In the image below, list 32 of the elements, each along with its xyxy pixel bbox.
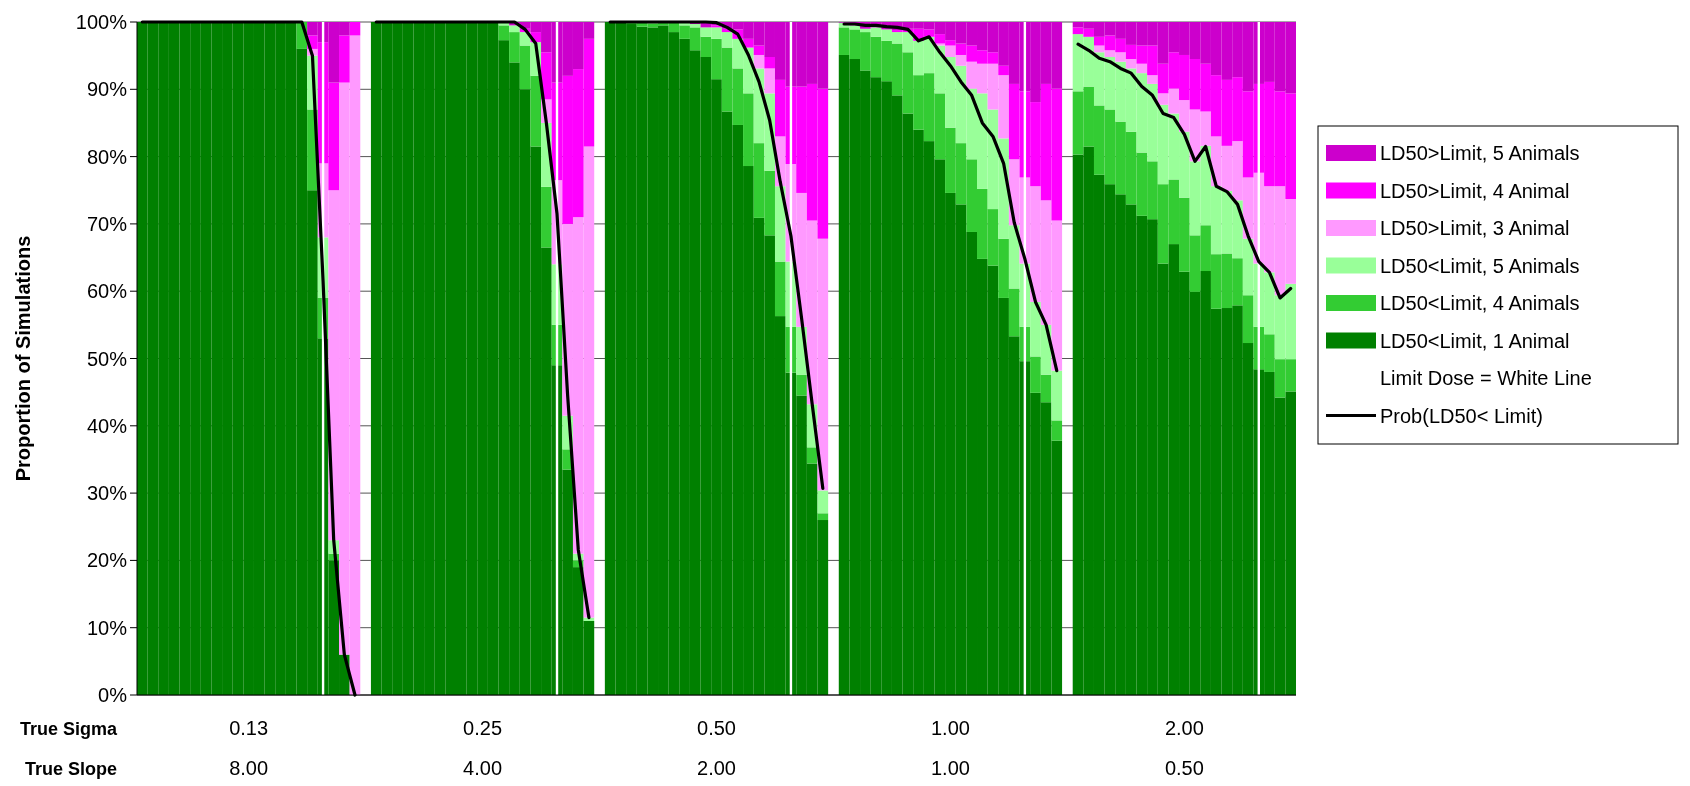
y-tick-label: 80% (86, 145, 128, 168)
legend-label: LD50<Limit, 5 Animals (1380, 254, 1580, 277)
y-tick-label: 0% (98, 684, 128, 706)
text: 0.50 (697, 717, 736, 739)
text: 2.00 (1164, 717, 1204, 739)
y-axis-title: Proportion of Simulations (12, 235, 34, 482)
legend-label: LD50<Limit, 4 Animals (1380, 292, 1580, 314)
y-tick-label: 20% (86, 549, 128, 572)
text: 4.00 (463, 757, 503, 779)
legend-label: Prob(LD50< Limit) (1380, 404, 1543, 427)
legend-label: LD50<Limit, 1 Animal (1380, 329, 1570, 352)
text: 1.00 (930, 717, 970, 739)
text: Limit Dose = White Line (1380, 367, 1592, 389)
y-tick-label: 90% (86, 78, 128, 101)
legend-label: LD50>Limit, 3 Animal (1380, 217, 1570, 239)
legend-label: LD50>Limit, 5 Animals (1380, 142, 1580, 164)
y-tick-label: 60% (86, 280, 128, 303)
text: 2.00 (697, 757, 736, 779)
text: 0.13 (229, 717, 269, 739)
y-tick-label: 70% (86, 212, 128, 235)
y-tick-label: 10% (86, 616, 128, 639)
y-tick-label: 40% (86, 414, 128, 437)
y-tick-label: 50% (86, 347, 128, 370)
text: True Sigma (19, 719, 118, 739)
y-tick-label: 30% (86, 482, 128, 505)
legend-label: LD50>Limit, 4 Animal (1380, 179, 1570, 202)
text: 0.50 (1164, 757, 1204, 779)
text: 0.25 (463, 717, 503, 739)
y-tick-label: 100% (75, 11, 128, 33)
text: 1.00 (930, 757, 970, 779)
text: 8.00 (229, 757, 269, 779)
text: True Slope (24, 759, 117, 779)
